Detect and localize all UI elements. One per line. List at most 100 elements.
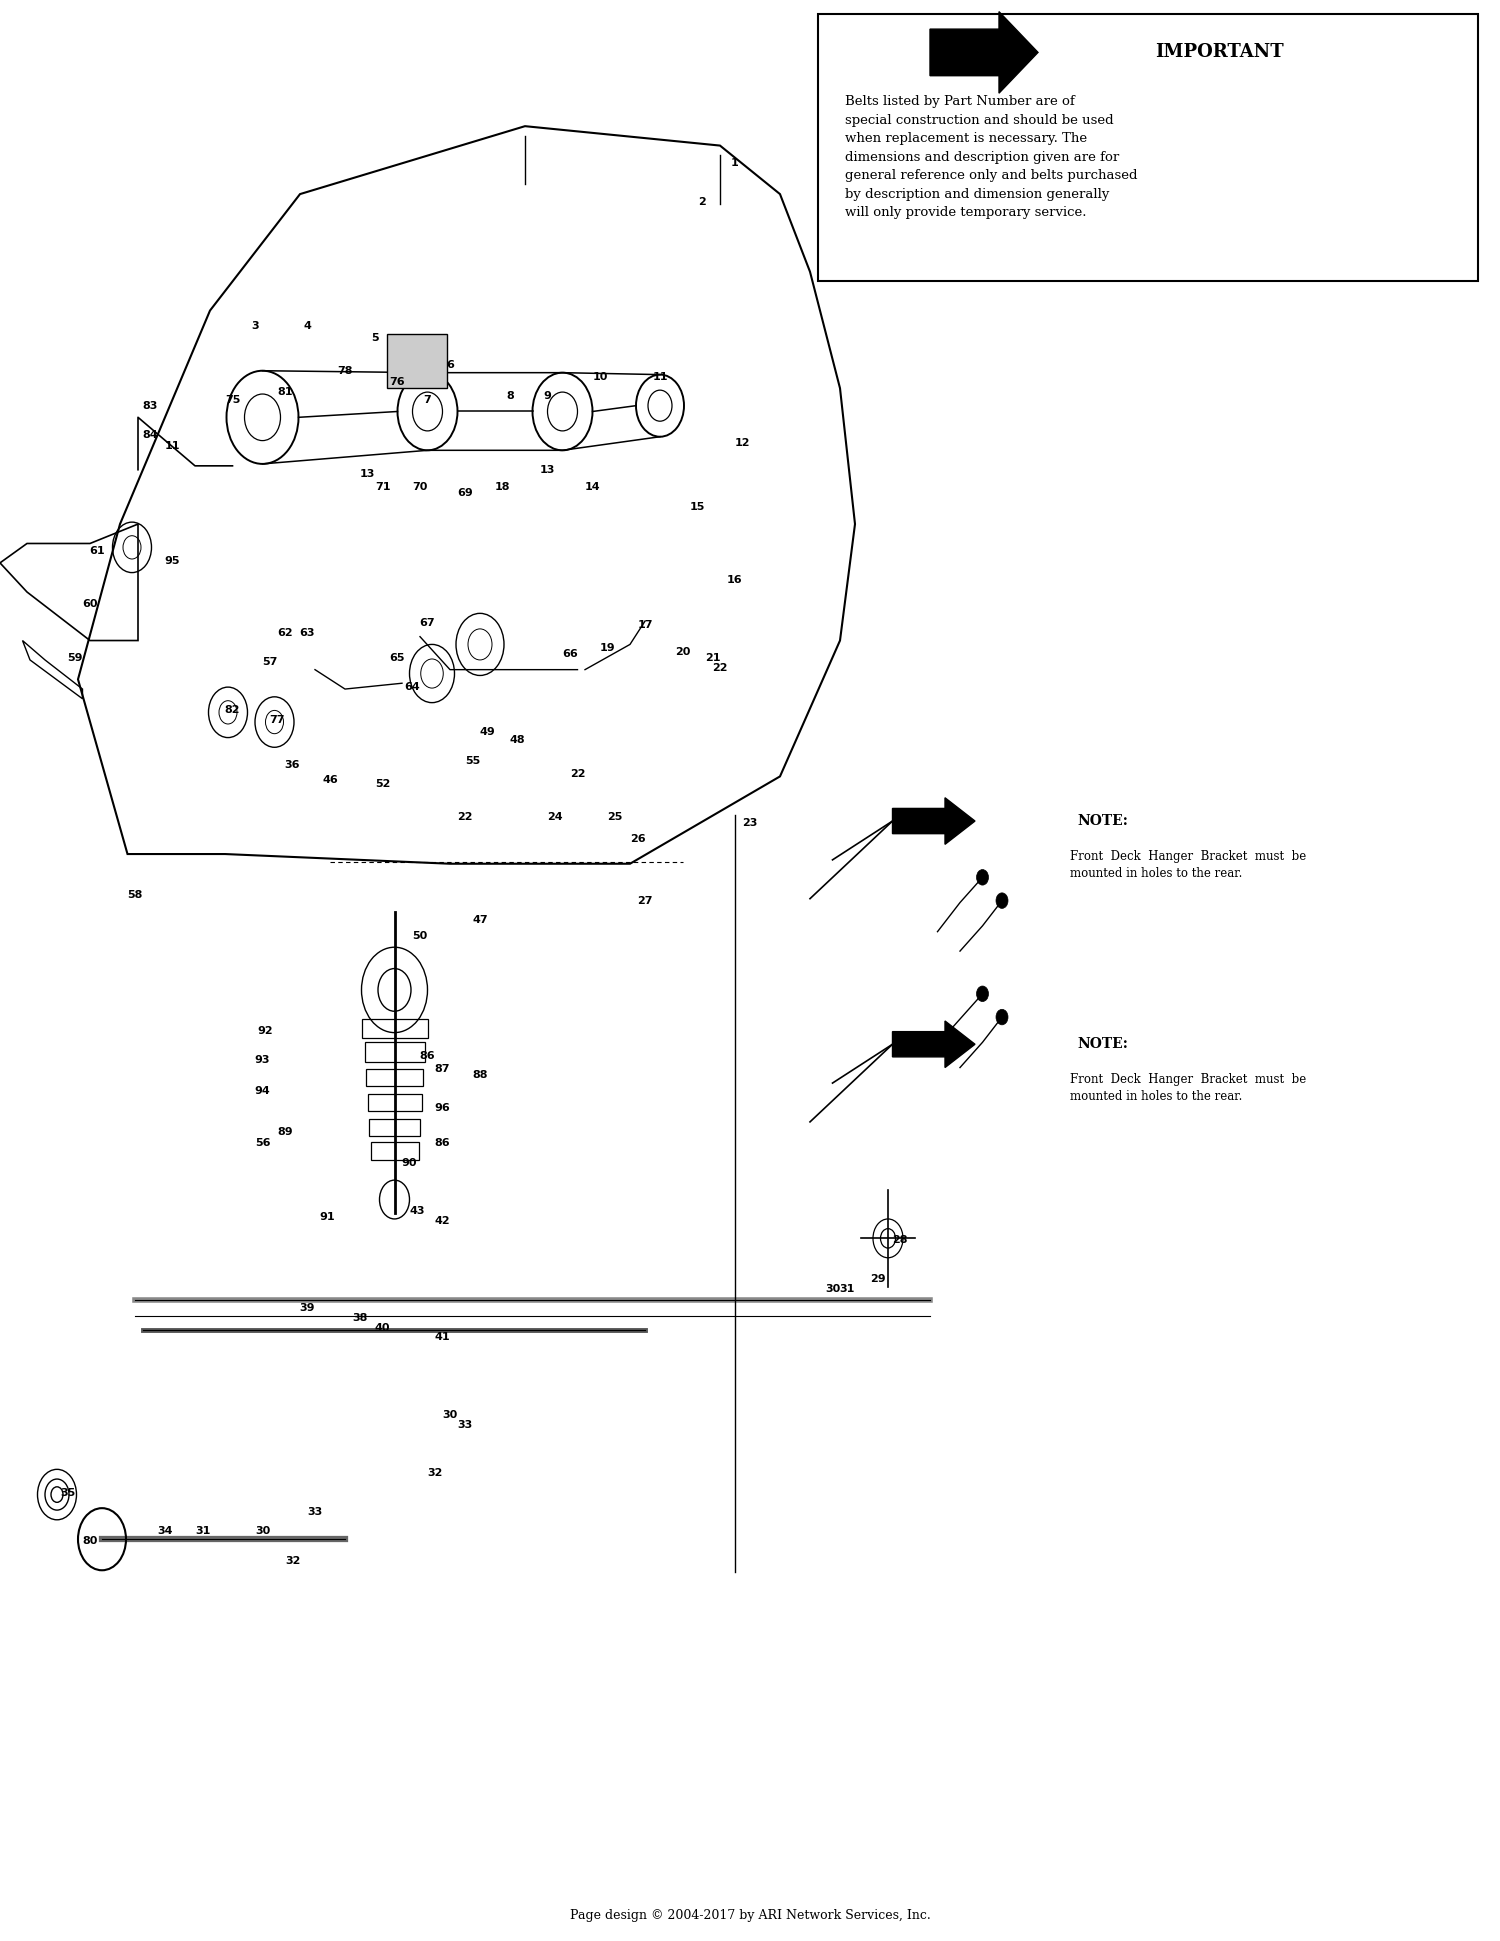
Text: 43: 43 (410, 1205, 424, 1217)
Text: 11: 11 (165, 441, 180, 452)
Text: 80: 80 (82, 1535, 98, 1547)
Text: 30: 30 (442, 1409, 458, 1421)
Text: 30: 30 (825, 1283, 840, 1295)
Text: 23: 23 (742, 817, 758, 829)
Text: 28: 28 (892, 1234, 908, 1246)
Text: 69: 69 (458, 487, 472, 499)
Text: 93: 93 (255, 1054, 270, 1066)
Text: 11: 11 (652, 371, 668, 382)
Text: 26: 26 (630, 833, 645, 844)
Text: Page design © 2004-2017 by ARI Network Services, Inc.: Page design © 2004-2017 by ARI Network S… (570, 1910, 930, 1922)
Text: 94: 94 (255, 1085, 270, 1097)
FancyBboxPatch shape (818, 14, 1478, 281)
Text: 63: 63 (300, 627, 315, 639)
Text: 36: 36 (285, 759, 300, 771)
Text: Belts listed by Part Number are of
special construction and should be used
when : Belts listed by Part Number are of speci… (844, 95, 1137, 219)
Text: 22: 22 (570, 769, 585, 780)
Text: 86: 86 (435, 1137, 450, 1149)
Text: 18: 18 (495, 481, 510, 493)
Text: 89: 89 (278, 1126, 292, 1137)
Circle shape (996, 893, 1008, 908)
Text: 58: 58 (128, 889, 142, 901)
Text: 4: 4 (303, 320, 312, 332)
Circle shape (976, 870, 988, 885)
Text: 42: 42 (435, 1215, 450, 1227)
Text: 78: 78 (338, 365, 352, 377)
Text: 8: 8 (506, 390, 515, 402)
Text: 47: 47 (472, 914, 488, 926)
Text: 5: 5 (370, 332, 380, 344)
Text: 31: 31 (195, 1526, 210, 1537)
Text: 29: 29 (870, 1273, 885, 1285)
Text: 52: 52 (375, 778, 390, 790)
Text: 39: 39 (300, 1302, 315, 1314)
FancyArrow shape (892, 1021, 975, 1068)
Text: 19: 19 (600, 642, 615, 654)
Text: Front  Deck  Hanger  Bracket  must  be
mounted in holes to the rear.: Front Deck Hanger Bracket must be mounte… (1070, 850, 1305, 879)
Text: 13: 13 (540, 464, 555, 476)
Text: 27: 27 (638, 895, 652, 906)
Text: 7: 7 (423, 394, 432, 406)
Text: 81: 81 (278, 386, 292, 398)
Text: 84: 84 (142, 429, 158, 441)
Text: 92: 92 (258, 1025, 273, 1036)
Text: 40: 40 (375, 1322, 390, 1333)
Bar (368, 1093, 422, 1110)
Text: 30: 30 (255, 1526, 270, 1537)
Text: 14: 14 (585, 481, 600, 493)
Bar (366, 1068, 423, 1087)
Text: 6: 6 (446, 359, 454, 371)
Text: 10: 10 (592, 371, 608, 382)
Text: 49: 49 (480, 726, 495, 738)
Text: Front  Deck  Hanger  Bracket  must  be
mounted in holes to the rear.: Front Deck Hanger Bracket must be mounte… (1070, 1073, 1305, 1102)
Text: 2: 2 (698, 196, 706, 208)
Text: 25: 25 (608, 811, 622, 823)
Text: 82: 82 (225, 705, 240, 716)
Text: 16: 16 (728, 575, 742, 586)
Text: 9: 9 (543, 390, 552, 402)
Text: NOTE:: NOTE: (1077, 1036, 1128, 1052)
Text: 91: 91 (320, 1211, 334, 1223)
Text: 57: 57 (262, 656, 278, 668)
Text: 13: 13 (360, 468, 375, 479)
Text: 21: 21 (705, 652, 720, 664)
Text: 77: 77 (270, 714, 285, 726)
Bar (362, 1019, 428, 1038)
Text: 33: 33 (458, 1419, 472, 1431)
Text: 95: 95 (165, 555, 180, 567)
Text: 33: 33 (308, 1506, 322, 1518)
Text: 46: 46 (322, 774, 338, 786)
Text: 22: 22 (458, 811, 472, 823)
Text: 24: 24 (548, 811, 562, 823)
Text: 88: 88 (472, 1069, 488, 1081)
Text: 59: 59 (68, 652, 82, 664)
Bar (387, 334, 447, 388)
Text: 76: 76 (390, 377, 405, 388)
Text: 65: 65 (390, 652, 405, 664)
Bar (364, 1042, 424, 1062)
Text: 32: 32 (427, 1467, 442, 1479)
Text: 31: 31 (840, 1283, 855, 1295)
Text: 35: 35 (60, 1487, 75, 1498)
Text: 34: 34 (158, 1526, 172, 1537)
Bar (370, 1141, 419, 1161)
FancyArrow shape (930, 12, 1038, 93)
Text: 38: 38 (352, 1312, 368, 1324)
Text: 64: 64 (405, 681, 420, 693)
Text: 50: 50 (413, 930, 428, 941)
Text: 96: 96 (435, 1102, 450, 1114)
Text: 22: 22 (712, 662, 728, 674)
Text: 56: 56 (255, 1137, 270, 1149)
Text: 71: 71 (375, 481, 390, 493)
Text: 60: 60 (82, 598, 98, 609)
Circle shape (976, 986, 988, 1002)
Text: 83: 83 (142, 400, 158, 411)
Text: NOTE:: NOTE: (1077, 813, 1128, 829)
Text: 1: 1 (730, 157, 740, 169)
Text: 90: 90 (402, 1157, 417, 1168)
Text: 66: 66 (562, 648, 578, 660)
Bar (369, 1118, 420, 1137)
Text: 41: 41 (435, 1332, 450, 1343)
Text: 86: 86 (420, 1050, 435, 1062)
Text: IMPORTANT: IMPORTANT (1155, 43, 1284, 62)
